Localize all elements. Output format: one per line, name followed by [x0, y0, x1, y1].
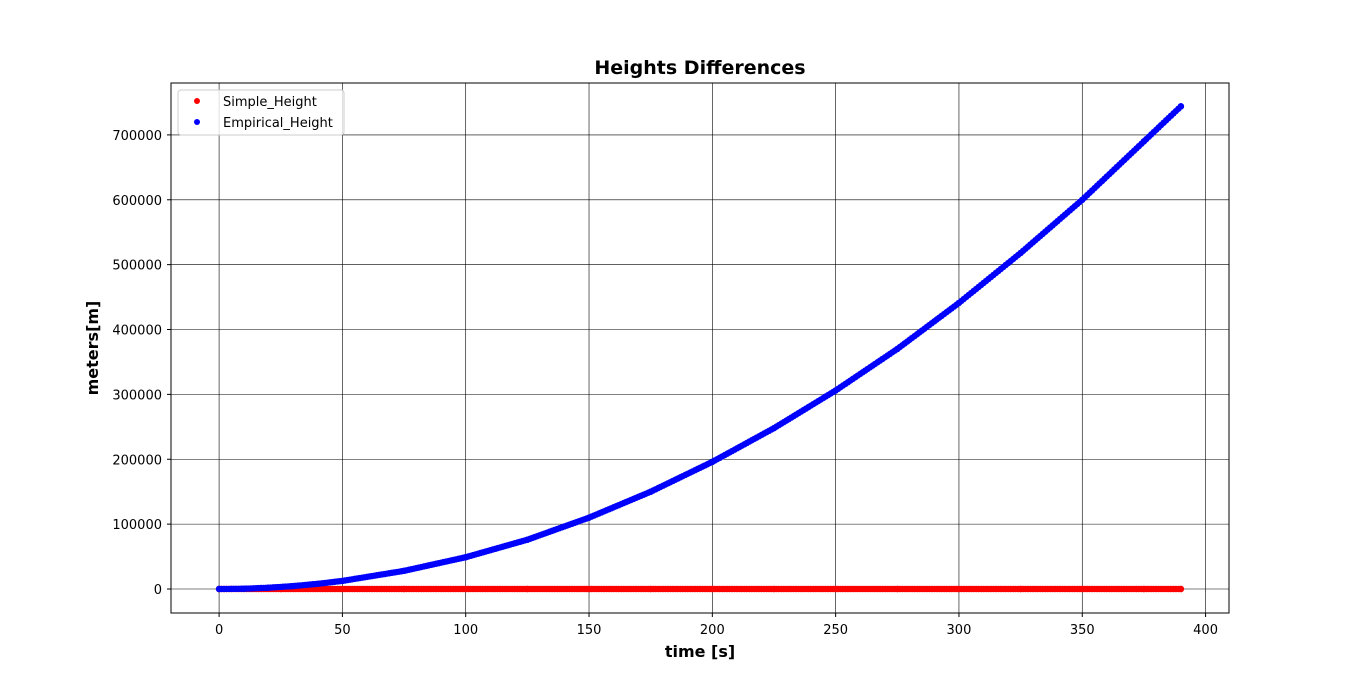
- x-tick-label: 200: [700, 623, 725, 638]
- y-tick-label: 500000: [112, 259, 162, 274]
- data-point: [400, 567, 408, 575]
- chart-title: Heights Differences: [594, 57, 805, 79]
- tick-layer: 0 50 100 150 200 250 300 350 400 0 100000 200000 300…: [112, 129, 1218, 638]
- x-axis-label: time [s]: [665, 642, 735, 661]
- x-tick-label: 150: [577, 623, 602, 638]
- y-tick-label: 600000: [112, 194, 162, 209]
- y-tick-label: 100000: [112, 518, 162, 533]
- x-tick-label: 400: [1193, 623, 1218, 638]
- data-point: [585, 585, 593, 593]
- series-simple-height: [215, 585, 1185, 593]
- data-point: [832, 585, 839, 593]
- data-point: [339, 585, 346, 593]
- y-tick-label: 700000: [112, 129, 162, 144]
- data-point: [1079, 196, 1086, 203]
- data-point: [289, 582, 297, 590]
- data-point: [524, 585, 531, 593]
- y-tick-label: 200000: [112, 453, 162, 468]
- y-tick-label: 400000: [112, 324, 162, 339]
- y-tick-label: 300000: [112, 388, 162, 403]
- data-point: [524, 536, 531, 543]
- data-point: [462, 554, 469, 561]
- series-empirical-height: [215, 103, 1185, 593]
- data-point: [955, 585, 963, 593]
- legend-marker-empirical-height: [194, 119, 200, 125]
- data-point: [894, 345, 901, 353]
- legend-label-empirical-height: Empirical_Height: [223, 116, 333, 131]
- data-point: [462, 585, 469, 593]
- data-point: [1177, 103, 1185, 110]
- data-point: [647, 488, 654, 495]
- data-point: [709, 585, 716, 593]
- x-tick-label: 100: [453, 623, 478, 638]
- x-tick-label: 300: [947, 623, 972, 638]
- data-point: [770, 424, 778, 432]
- data-point: [585, 514, 593, 521]
- data-point: [955, 299, 963, 307]
- legend-label-simple-height: Simple_Height: [223, 95, 317, 110]
- y-axis-label: meters[m]: [83, 301, 102, 396]
- data-point: [709, 458, 716, 466]
- data-point: [1140, 138, 1148, 145]
- x-tick-label: 250: [823, 623, 848, 638]
- x-tick-label: 50: [334, 623, 351, 638]
- data-point: [265, 584, 272, 591]
- data-point: [1079, 585, 1086, 593]
- data-point: [400, 585, 408, 593]
- data-point: [647, 585, 654, 593]
- data-point: [215, 585, 223, 593]
- x-tick-label: 350: [1070, 623, 1095, 638]
- data-point: [339, 577, 346, 585]
- data-point: [770, 585, 778, 593]
- x-tick-label: 0: [215, 623, 223, 638]
- data-layer: [215, 103, 1185, 593]
- legend-box: [177, 89, 345, 136]
- data-point: [1177, 585, 1185, 593]
- legend: Simple_Height Empirical_Height: [177, 89, 345, 136]
- data-point: [832, 387, 839, 394]
- data-point: [314, 580, 321, 588]
- data-point: [1017, 249, 1024, 257]
- data-point: [1140, 585, 1148, 593]
- legend-marker-simple-height: [194, 98, 200, 104]
- data-point: [240, 585, 247, 592]
- data-point: [1017, 585, 1024, 593]
- data-point: [894, 585, 901, 593]
- plot-frame: [170, 82, 1230, 614]
- y-tick-label: 0: [154, 583, 162, 598]
